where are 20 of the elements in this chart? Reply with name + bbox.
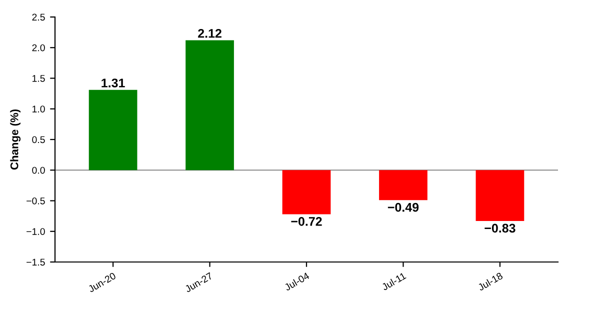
- data-label: 2.12: [198, 28, 222, 38]
- data-label: −0.83: [484, 224, 516, 233]
- y-tick-label: −1.5: [26, 258, 45, 266]
- y-tick-label: −1.0: [26, 228, 45, 235]
- bar: [186, 40, 234, 170]
- y-tick-label: 0.0: [32, 166, 45, 174]
- y-tick-label: 1.5: [32, 75, 45, 82]
- y-axis-title: Change (%): [10, 109, 21, 170]
- bar: [88, 90, 138, 170]
- bar: [282, 170, 331, 214]
- y-tick-label: 0.5: [32, 136, 45, 144]
- y-tick-label: 2.5: [32, 14, 45, 21]
- bar: [379, 170, 428, 200]
- data-label: −0.72: [291, 217, 322, 226]
- bar: [476, 170, 524, 221]
- data-label: 1.31: [102, 78, 125, 88]
- y-tick-label: −0.5: [26, 197, 45, 204]
- y-tick-label: 2.0: [32, 44, 45, 52]
- data-label: −0.49: [388, 202, 419, 212]
- y-tick-label: 1.0: [32, 106, 45, 112]
